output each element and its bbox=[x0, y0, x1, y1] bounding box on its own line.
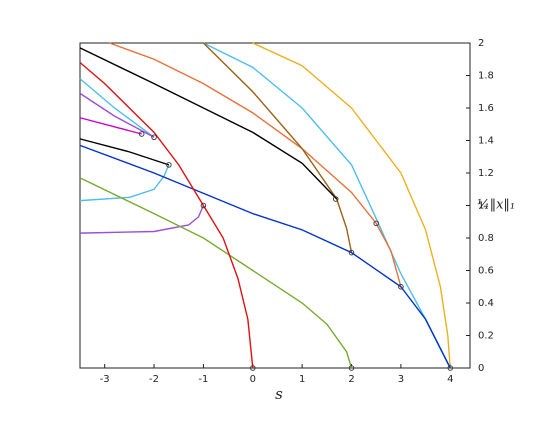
curve bbox=[202, 42, 353, 253]
y-tick-label: 1 bbox=[478, 201, 484, 212]
x-tick-label: 4 bbox=[447, 374, 453, 385]
y-tick-label: 1.2 bbox=[478, 168, 494, 179]
y-tick-label: 0.8 bbox=[478, 233, 494, 244]
curve bbox=[79, 144, 451, 369]
point-marker bbox=[250, 365, 256, 371]
curve bbox=[79, 164, 170, 202]
point-marker bbox=[332, 196, 339, 202]
curve bbox=[109, 42, 402, 287]
y-tick-label: 1.6 bbox=[478, 103, 494, 114]
curve bbox=[79, 138, 170, 166]
point-marker bbox=[447, 365, 454, 371]
curve bbox=[79, 61, 254, 369]
point-marker bbox=[151, 134, 157, 140]
point-marker bbox=[373, 220, 379, 227]
y-tick-label: 1.8 bbox=[478, 71, 494, 82]
point-marker bbox=[398, 284, 404, 290]
point-marker bbox=[348, 365, 355, 371]
curve bbox=[79, 117, 142, 135]
point-marker bbox=[200, 202, 207, 209]
y-tick-label: 0.6 bbox=[478, 266, 494, 277]
x-tick-label: -3 bbox=[100, 374, 110, 385]
x-tick-label: 0 bbox=[250, 374, 256, 385]
curve bbox=[79, 78, 155, 138]
point-marker bbox=[348, 249, 355, 256]
y-tick-label: 0 bbox=[478, 363, 484, 374]
x-tick-label: -1 bbox=[198, 374, 208, 385]
y-axis-label: ¼‖x‖₁ bbox=[477, 198, 515, 213]
point-marker bbox=[138, 131, 145, 137]
curve bbox=[79, 92, 155, 138]
y-tick-label: 2 bbox=[478, 38, 484, 49]
curve bbox=[79, 205, 205, 234]
curve bbox=[252, 42, 451, 369]
x-tick-label: 2 bbox=[348, 374, 354, 385]
x-tick-label: 1 bbox=[299, 374, 305, 385]
y-tick-label: 0.4 bbox=[478, 298, 494, 309]
curve bbox=[79, 177, 353, 369]
point-marker bbox=[166, 162, 172, 168]
x-tick-label: -2 bbox=[149, 374, 159, 385]
y-tick-label: 0.2 bbox=[478, 331, 494, 342]
curve bbox=[79, 47, 338, 200]
curve bbox=[203, 42, 451, 369]
x-axis-label: s bbox=[275, 385, 283, 403]
y-tick-label: 1.4 bbox=[478, 136, 494, 147]
x-tick-label: 3 bbox=[398, 374, 404, 385]
